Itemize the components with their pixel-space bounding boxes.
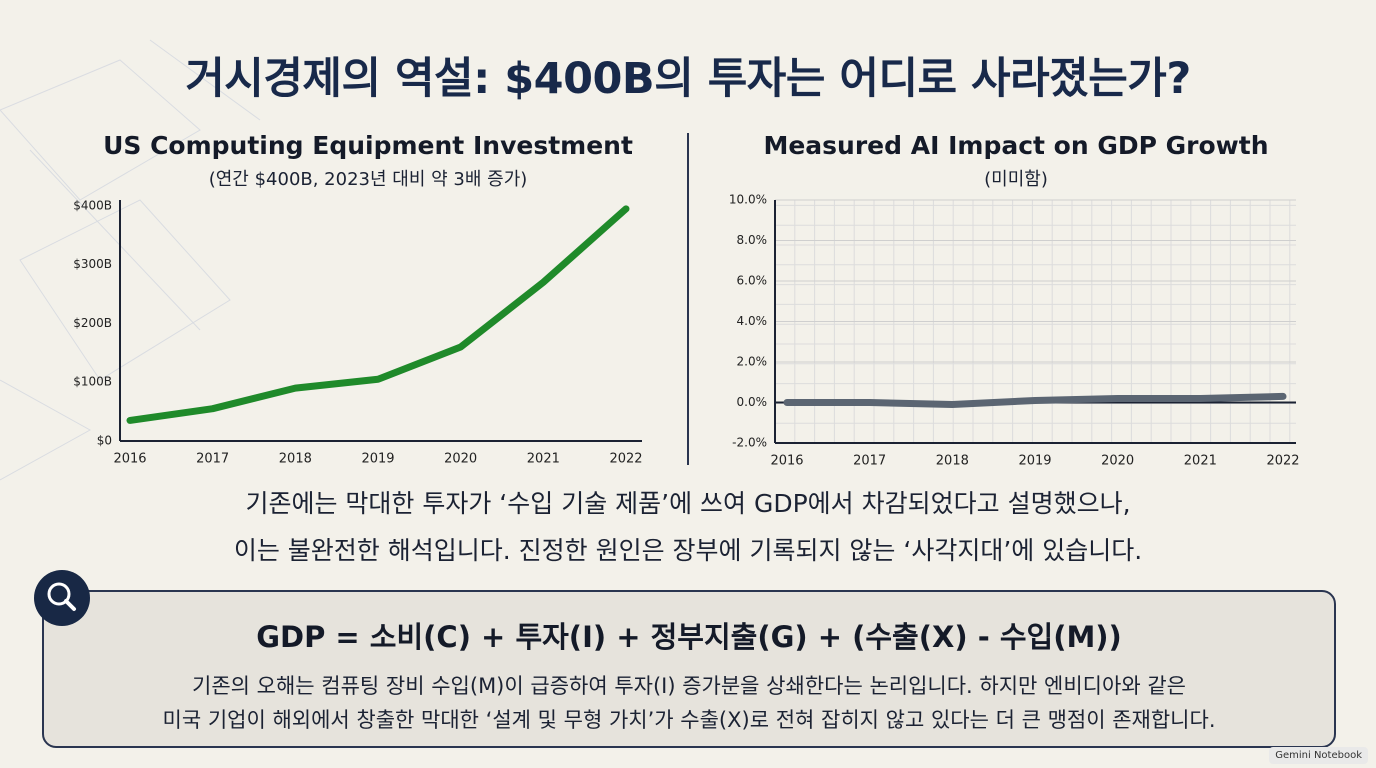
y-tick-label: $100B (73, 375, 112, 389)
x-tick-label: 2022 (1266, 454, 1299, 469)
y-tick-label: 10.0% (729, 193, 767, 207)
y-tick-label: $300B (73, 257, 112, 271)
y-tick-label: 2.0% (737, 355, 768, 369)
x-tick-label: 2018 (936, 454, 969, 469)
y-tick-label: 0.0% (737, 395, 768, 409)
y-tick-label: $400B (73, 198, 112, 212)
box-text-line: 미국 기업이 해외에서 창출한 막대한 ‘설계 및 무형 가치’가 수출(X)로… (162, 708, 1216, 732)
y-tick-label: 6.0% (737, 274, 768, 288)
formula-box: GDP = 소비(C) + 투자(I) + 정부지출(G) + (수출(X) -… (42, 590, 1336, 748)
chart-title: US Computing Equipment Investment (103, 131, 633, 160)
data-line (783, 392, 1287, 409)
x-tick-label: 2017 (196, 452, 229, 467)
formula: GDP = 소비(C) + 투자(I) + 정부지출(G) + (수출(X) -… (256, 620, 1122, 654)
y-tick-label: 4.0% (737, 314, 768, 328)
x-tick-label: 2020 (1101, 454, 1134, 469)
y-tick-label: 8.0% (737, 233, 768, 247)
chart-title: Measured AI Impact on GDP Growth (763, 131, 1268, 160)
search-icon (34, 570, 90, 626)
x-tick-label: 2021 (527, 452, 560, 467)
y-tick-label: $200B (73, 316, 112, 330)
x-tick-label: 2016 (113, 452, 146, 467)
charts: US Computing Equipment Investment (연간 $40… (73, 131, 1299, 469)
x-tick-label: 2020 (444, 452, 477, 467)
chart-subtitle: (연간 $400B, 2023년 대비 약 3배 증가) (209, 169, 528, 190)
x-tick-label: 2019 (361, 452, 394, 467)
paragraph-line: 기존에는 막대한 투자가 ‘수입 기술 제품’에 쓰여 GDP에서 차감되었다고… (245, 489, 1131, 518)
chart-subtitle: (미미함) (984, 169, 1048, 190)
data-line (126, 205, 630, 424)
icon-glyph (47, 582, 76, 611)
y-tick-label: -2.0% (732, 436, 767, 450)
title: 거시경제의 역설: $400B의 투자는 어디로 사라졌는가? (185, 54, 1191, 104)
x-tick-label: 2021 (1184, 454, 1217, 469)
x-tick-label: 2017 (853, 454, 886, 469)
box-text-line: 기존의 오해는 컴퓨팅 장비 수입(M)이 급증하여 투자(I) 증가분을 상쇄… (192, 674, 1186, 698)
watermark: Gemini Notebook (1269, 747, 1368, 764)
y-tick-label: $0 (97, 434, 112, 448)
paragraph-line: 이는 불완전한 해석입니다. 진정한 원인은 장부에 기록되지 않는 ‘사각지대… (233, 536, 1143, 565)
x-tick-label: 2018 (279, 452, 312, 467)
x-tick-label: 2019 (1018, 454, 1051, 469)
x-tick-label: 2022 (609, 452, 642, 467)
x-tick-label: 2016 (770, 454, 803, 469)
